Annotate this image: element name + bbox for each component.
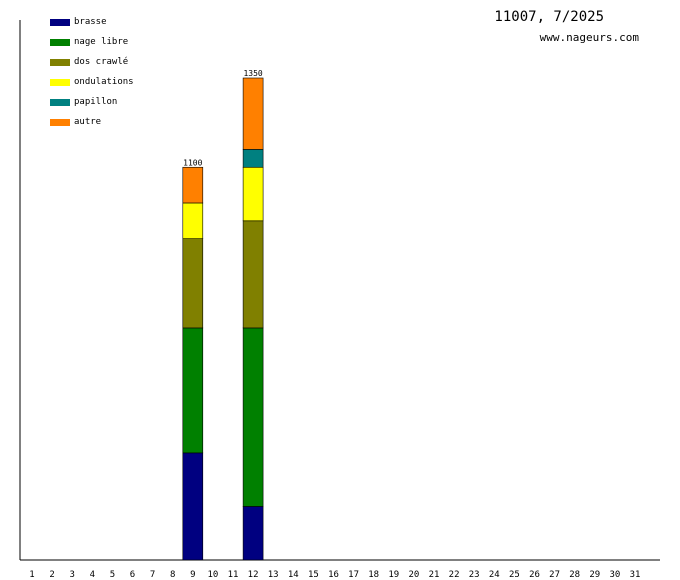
legend-swatch [50, 18, 70, 26]
legend-swatch [50, 78, 70, 86]
x-tick-label: 22 [449, 570, 460, 580]
x-tick-label: 25 [509, 570, 520, 580]
legend-item: dos crawlé [50, 56, 128, 68]
x-tick-label: 19 [388, 570, 399, 580]
x-tick-label: 9 [190, 570, 195, 580]
legend-swatch [50, 118, 70, 126]
legend-label: autre [74, 117, 102, 127]
x-tick-label: 4 [90, 570, 95, 580]
x-tick-label: 7 [150, 570, 155, 580]
legend-item: papillon [50, 96, 117, 108]
legend-label: papillon [74, 97, 118, 107]
chart-title: 11007, 7/2025 [494, 9, 604, 25]
bar-segment [242, 166, 264, 222]
x-tick-label: 30 [609, 570, 620, 580]
x-tick-label: 12 [248, 570, 259, 580]
x-tick-label: 23 [469, 570, 480, 580]
bar-segment [242, 327, 264, 507]
x-tick-label: 13 [268, 570, 279, 580]
x-tick-label: 3 [69, 570, 74, 580]
bar-segment [182, 327, 204, 454]
x-tick-label: 5 [110, 570, 115, 580]
chart-subtitle: www.nageurs.com [539, 31, 639, 44]
bar-segment [182, 202, 204, 239]
legend-label: dos crawlé [74, 57, 129, 67]
bar-segment [242, 220, 264, 329]
legend-item: nage libre [50, 36, 128, 48]
bar-segment [182, 166, 204, 204]
x-tick-label: 21 [429, 570, 440, 580]
x-tick-label: 8 [170, 570, 175, 580]
legend-swatch [50, 98, 70, 106]
legend-label: brasse [74, 17, 107, 27]
x-tick-label: 14 [288, 570, 299, 580]
legend-label: nage libre [74, 37, 129, 47]
legend-item: ondulations [50, 76, 134, 88]
bar-segment [182, 452, 204, 561]
x-tick-label: 11 [228, 570, 239, 580]
legend-swatch [50, 58, 70, 66]
bar-segment [242, 77, 264, 150]
x-tick-label: 16 [328, 570, 339, 580]
x-tick-label: 27 [549, 570, 560, 580]
x-tick-label: 10 [207, 570, 218, 580]
bar-segment [182, 238, 204, 329]
x-tick-label: 17 [348, 570, 359, 580]
x-tick-label: 28 [569, 570, 580, 580]
bar-total-label: 1100 [183, 158, 202, 167]
x-tick-label: 18 [368, 570, 379, 580]
legend-label: ondulations [74, 77, 134, 87]
x-tick-label: 24 [489, 570, 500, 580]
legend-item: brasse [50, 16, 107, 28]
bar-total-label: 1350 [243, 69, 262, 78]
x-tick-label: 26 [529, 570, 540, 580]
x-tick-label: 2 [49, 570, 54, 580]
x-tick-label: 20 [408, 570, 419, 580]
legend-item: autre [50, 116, 101, 128]
x-tick-label: 29 [589, 570, 600, 580]
x-tick-label: 31 [630, 570, 641, 580]
bar-segment [242, 506, 264, 561]
legend-swatch [50, 38, 70, 46]
x-tick-label: 15 [308, 570, 319, 580]
bar-segment [242, 149, 264, 168]
x-tick-label: 6 [130, 570, 135, 580]
x-tick-label: 1 [29, 570, 34, 580]
